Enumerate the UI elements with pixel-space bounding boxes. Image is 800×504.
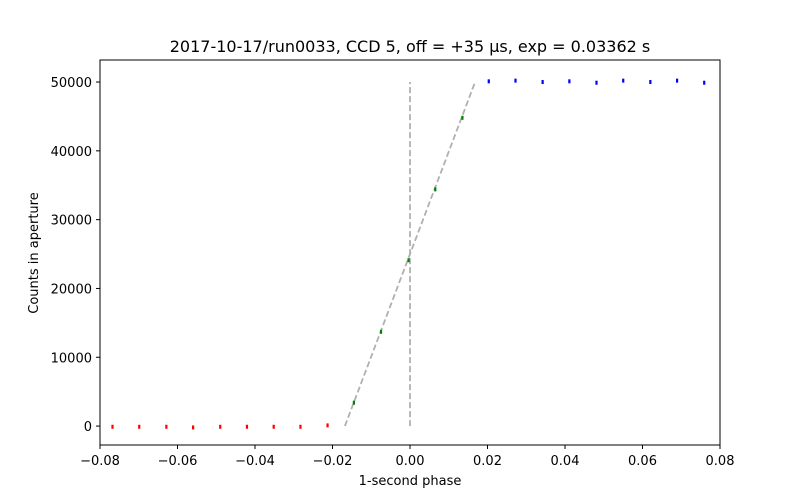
data-point xyxy=(568,79,571,84)
y-tick-label: 0 xyxy=(84,420,92,435)
data-point xyxy=(165,424,168,429)
data-point xyxy=(352,400,356,405)
data-point xyxy=(595,80,598,85)
x-tick-label: −0.02 xyxy=(313,454,353,469)
data-point xyxy=(541,80,544,85)
data-point xyxy=(219,424,222,429)
x-tick-label: 0.08 xyxy=(706,454,735,469)
data-point xyxy=(649,80,652,85)
data-point xyxy=(192,425,195,430)
data-point xyxy=(111,424,114,429)
y-tick-label: 40000 xyxy=(51,145,92,160)
data-point xyxy=(407,258,410,263)
data-point xyxy=(245,424,249,429)
y-tick-label: 50000 xyxy=(51,76,92,91)
data-point xyxy=(272,424,275,429)
data-point xyxy=(514,78,517,83)
x-tick-label: 0.02 xyxy=(473,454,502,469)
data-point xyxy=(326,423,329,428)
x-tick-label: 0.00 xyxy=(396,454,425,469)
data-point xyxy=(299,424,302,429)
data-point xyxy=(434,187,437,192)
y-axis-label: Counts in aperture xyxy=(27,192,42,313)
data-point xyxy=(461,115,464,120)
chart-title: 2017-10-17/run0033, CCD 5, off = +35 μs,… xyxy=(170,37,651,56)
x-tick-label: −0.06 xyxy=(158,454,198,469)
x-tick-label: 0.04 xyxy=(551,454,580,469)
data-point xyxy=(379,329,383,334)
x-tick-label: −0.04 xyxy=(235,454,275,469)
y-tick-label: 10000 xyxy=(51,351,92,366)
x-tick-label: −0.08 xyxy=(80,454,120,469)
data-point xyxy=(622,78,625,83)
data-point xyxy=(675,78,679,83)
data-point xyxy=(703,80,706,85)
y-tick-label: 30000 xyxy=(51,214,92,229)
x-axis-label: 1-second phase xyxy=(359,474,462,489)
y-tick-label: 20000 xyxy=(51,282,92,297)
plot-frame xyxy=(99,59,721,446)
data-point xyxy=(138,424,141,429)
data-point xyxy=(487,79,490,84)
x-tick-label: 0.06 xyxy=(628,454,657,469)
